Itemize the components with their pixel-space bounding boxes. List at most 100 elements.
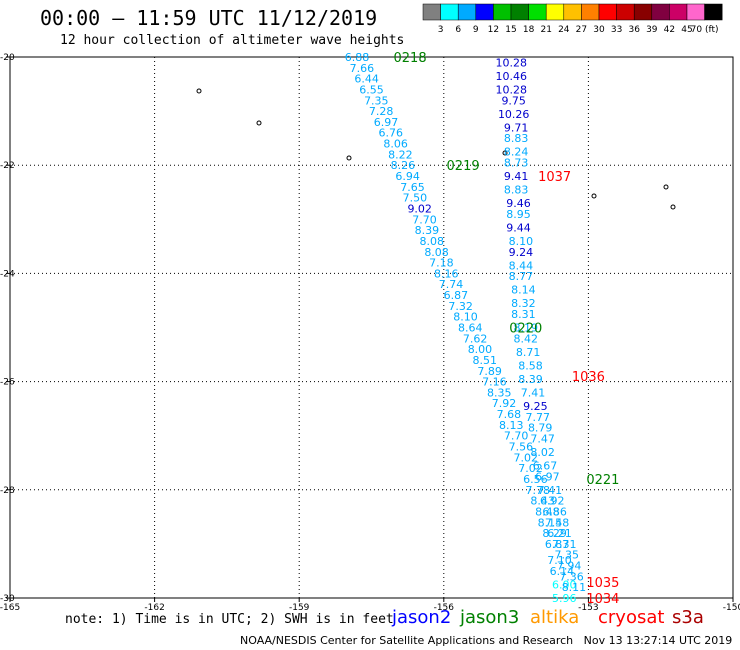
plot-frame (9, 56, 734, 599)
swh-value-label: 6.87 (545, 538, 570, 551)
swh-value-label: 7.89 (477, 365, 502, 378)
x-tick-label: -150 (723, 603, 740, 613)
colorbar-label: 36 (628, 25, 640, 35)
colorbar-swatch (581, 3, 600, 21)
swh-value-label: 9.02 (407, 202, 432, 215)
swh-value-label: 9.24 (509, 246, 534, 259)
colorbar-swatch (704, 3, 723, 21)
swh-value-label: 8.77 (509, 270, 534, 283)
swh-value-label: 6.94 (395, 170, 420, 183)
swh-value-label: 7.50 (403, 192, 428, 205)
swh-value-label: 8.15 (538, 516, 563, 529)
swh-value-label: 6.86 (542, 505, 567, 518)
y-tick-label: -30 (0, 594, 15, 604)
colorbar-label: 42 (664, 25, 675, 35)
colorbar-label: 15 (505, 25, 516, 35)
swh-value-label: 8.31 (511, 308, 536, 321)
legend-cryosat: cryosat (598, 607, 665, 628)
colorbar-label: 9 (473, 25, 479, 35)
legend-altika: altika (530, 607, 580, 628)
swh-value-label: 6.97 (535, 470, 560, 483)
legend-jason2: jason2 (392, 607, 452, 628)
colorbar-swatch (422, 3, 441, 21)
swh-value-label: 7.10 (547, 554, 572, 567)
swh-value-label: 6.21 (547, 527, 572, 540)
colorbar-swatch (669, 3, 688, 21)
swh-value-label: 9.71 (504, 121, 529, 134)
swh-value-label: 7.78 (526, 484, 551, 497)
swh-value-label: 8.32 (511, 297, 536, 310)
swh-value-label: 10.26 (498, 108, 530, 121)
y-tick-label: -28 (0, 486, 15, 496)
swh-value-label: 6.55 (359, 83, 384, 96)
colorbar-label: 27 (576, 25, 587, 35)
swh-value-label: 7.32 (448, 300, 473, 313)
footer-credit: NOAA/NESDIS Center for Satellite Applica… (240, 634, 733, 647)
footer-note: note: 1) Time is in UTC; 2) SWH is in fe… (65, 612, 394, 627)
swh-value-label: 7.65 (400, 181, 425, 194)
pass-time-label: 1036 (572, 370, 605, 385)
swh-value-label: 8.79 (528, 422, 553, 435)
swh-value-label: 6.56 (523, 473, 548, 486)
swh-value-label: 9.44 (506, 221, 531, 234)
swh-value-label: 8.24 (504, 146, 529, 159)
swh-value-label: 7.92 (492, 397, 517, 410)
colorbar-swatch (475, 3, 494, 21)
swh-value-label: 7.36 (559, 570, 584, 583)
swh-value-label: 7.41 (538, 484, 563, 497)
swh-value-label: 8.58 (518, 359, 543, 372)
colorbar-swatch (686, 3, 705, 21)
legend-jason3: jason3 (460, 607, 520, 628)
swh-value-label: 8.10 (453, 311, 478, 324)
colorbar-swatch (633, 3, 653, 21)
swh-value-label: 7.35 (364, 94, 389, 107)
y-tick-label: -22 (0, 161, 15, 171)
swh-value-label: 8.64 (458, 322, 483, 335)
swh-value-label: 6.97 (374, 116, 399, 129)
colorbar-label: 45 (681, 25, 692, 35)
swh-value-label: 5.96 (552, 592, 577, 605)
colorbar-label: 21 (540, 25, 551, 35)
colorbar-label: 12 (488, 25, 499, 35)
x-tick-label: -159 (289, 603, 310, 613)
swh-value-label: 8.06 (383, 138, 408, 151)
island-mark (591, 193, 597, 199)
swh-value-label: 7.16 (482, 376, 507, 389)
chart-subtitle: 12 hour collection of altimeter wave hei… (60, 33, 405, 48)
colorbar-label: 30 (593, 25, 605, 35)
swh-value-label: 8.71 (516, 346, 541, 359)
swh-value-label: 8.43 (530, 495, 555, 508)
swh-value-label: 9.41 (504, 170, 529, 183)
swh-value-label: 7.18 (429, 257, 454, 270)
swh-value-label: 8.00 (468, 343, 493, 356)
swh-value-label: 10.28 (496, 83, 528, 96)
island-mark (346, 155, 352, 161)
colorbar-swatch (510, 3, 529, 21)
swh-value-label: 6.87 (444, 289, 469, 302)
swh-value-label: 8.29 (542, 527, 567, 540)
colorbar-label: 3 (438, 25, 444, 35)
colorbar-label: 24 (558, 25, 570, 35)
swh-value-label: 8.10 (509, 235, 534, 248)
swh-value-label: 7.02 (518, 462, 543, 475)
swh-value-label: 8.42 (513, 332, 538, 345)
y-tick-label: -24 (0, 269, 15, 279)
swh-value-label: 8.22 (388, 148, 413, 161)
x-tick-label: -153 (578, 603, 598, 613)
swh-value-label: 7.74 (439, 278, 464, 291)
colorbar-swatch (598, 3, 617, 21)
swh-value-label: 6.92 (540, 495, 565, 508)
swh-value-label: 8.48 (535, 505, 560, 518)
chart-title: 00:00 – 11:59 UTC 11/12/2019 (40, 6, 378, 30)
pass-time-label: 1035 (586, 576, 619, 591)
colorbar-swatch (563, 3, 582, 21)
pass-time-label: 0219 (447, 159, 480, 174)
island-mark (663, 184, 669, 190)
swh-value-label: 8.19 (513, 322, 538, 335)
swh-value-label: 7.41 (521, 386, 546, 399)
swh-value-label: 10.28 (496, 56, 528, 69)
colorbar-swatch (457, 3, 477, 21)
pass-time-label: 0220 (509, 322, 542, 337)
swh-value-label: 6.44 (354, 73, 379, 86)
